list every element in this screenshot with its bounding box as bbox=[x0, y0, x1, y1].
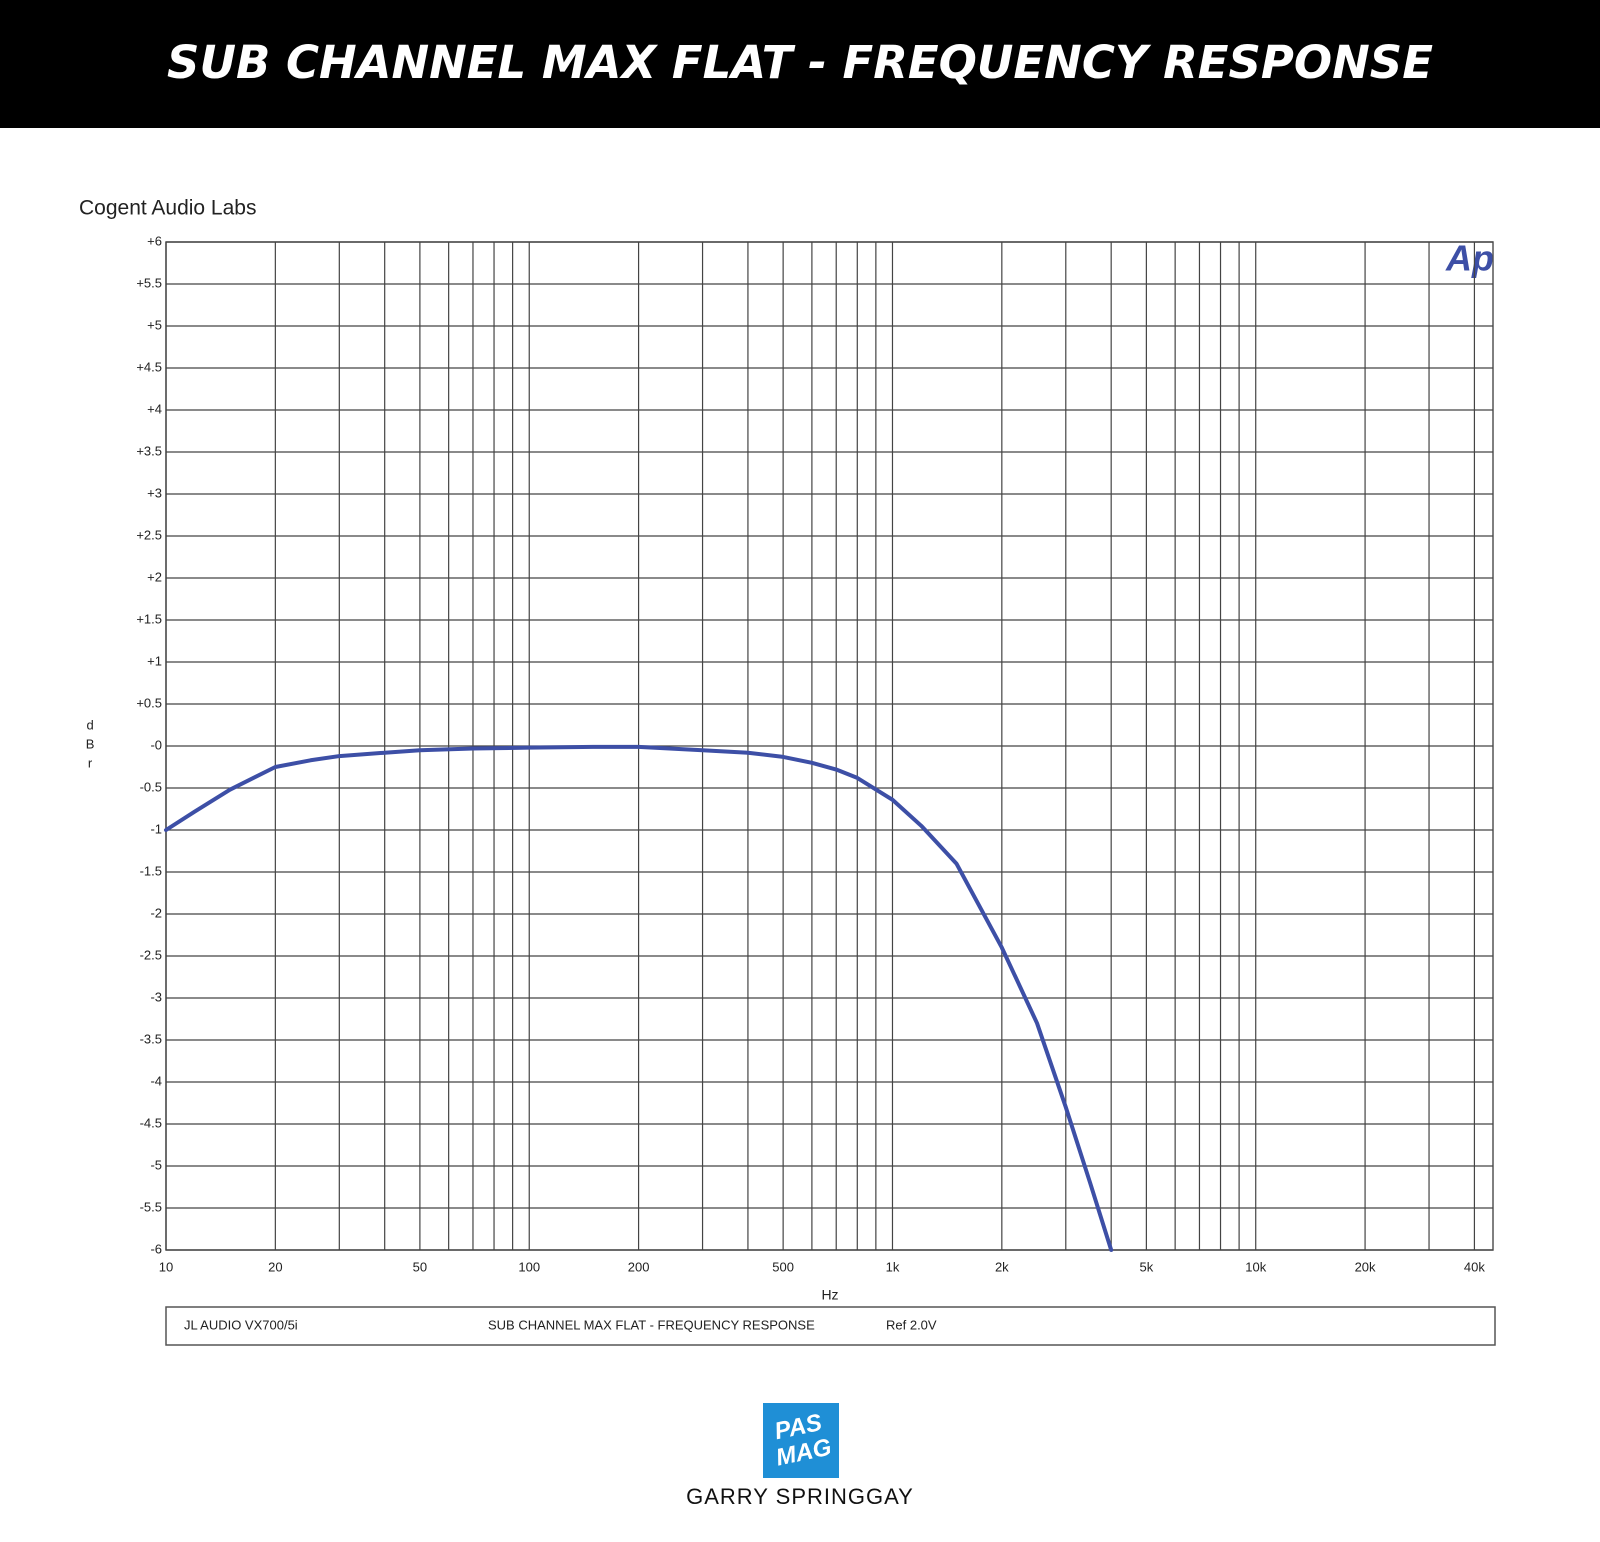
header-title: SUB CHANNEL MAX FLAT - FREQUENCY RESPONS… bbox=[167, 36, 1433, 89]
x-tick-label: 500 bbox=[772, 1259, 794, 1274]
x-tick-label: 2k bbox=[995, 1259, 1009, 1274]
footer-device: JL AUDIO VX700/5i bbox=[184, 1317, 298, 1332]
plot: +6 +5.5 +5 +4.5 +4 +3.5 +3 +2.5 +2 +1.5 +1 +0.5 -0 -0… bbox=[136, 233, 1494, 1274]
brand-logo bbox=[763, 1403, 839, 1478]
x-tick-label: 10k bbox=[1245, 1259, 1266, 1274]
y-tick-label: -0.5 bbox=[140, 779, 162, 794]
y-tick-label: -0 bbox=[150, 737, 162, 752]
y-tick-label: +2 bbox=[147, 569, 162, 584]
y-tick-label: +1 bbox=[147, 653, 162, 668]
y-tick-label: -4.5 bbox=[140, 1115, 162, 1130]
footer-ref: Ref 2.0V bbox=[886, 1317, 937, 1332]
y-tick-label: -4 bbox=[150, 1073, 162, 1088]
y-tick-label: -3.5 bbox=[140, 1031, 162, 1046]
y-tick-label: +2.5 bbox=[136, 527, 162, 542]
y-tick-label: +4 bbox=[147, 401, 162, 416]
y-tick-label: -1.5 bbox=[140, 863, 162, 878]
x-tick-label: 100 bbox=[518, 1259, 540, 1274]
y-tick-label: -1 bbox=[150, 821, 162, 836]
y-tick-label: -3 bbox=[150, 989, 162, 1004]
x-tick-label: 20 bbox=[268, 1259, 282, 1274]
y-tick-label: +4.5 bbox=[136, 359, 162, 374]
y-tick-label: -2.5 bbox=[140, 947, 162, 962]
y-tick-label: +3.5 bbox=[136, 443, 162, 458]
y-tick-label: +1.5 bbox=[136, 611, 162, 626]
x-tick-label: 20k bbox=[1355, 1259, 1376, 1274]
x-axis-label: Hz bbox=[821, 1287, 838, 1303]
x-tick-label: 200 bbox=[628, 1259, 650, 1274]
y-tick-label: -2 bbox=[150, 905, 162, 920]
x-tick-label: 5k bbox=[1140, 1259, 1154, 1274]
source-label: Cogent Audio Labs bbox=[79, 197, 256, 220]
y-tick-label: -5.5 bbox=[140, 1199, 162, 1214]
y-tick-label: -5 bbox=[150, 1157, 162, 1172]
footer-title: SUB CHANNEL MAX FLAT - FREQUENCY RESPONS… bbox=[488, 1317, 815, 1332]
header-bar bbox=[0, 0, 1600, 128]
x-tick-label: 50 bbox=[413, 1259, 427, 1274]
x-tick-label: 1k bbox=[886, 1259, 900, 1274]
footer-box bbox=[165, 1306, 1496, 1346]
ap-logo: Ap bbox=[1445, 238, 1494, 279]
y-tick-label: +0.5 bbox=[136, 695, 162, 710]
response-line bbox=[164, 744, 1114, 1252]
x-tick-label: 10 bbox=[159, 1259, 173, 1274]
y-axis-label: dBr bbox=[83, 718, 98, 775]
y-tick-label: +3 bbox=[147, 485, 162, 500]
y-tick-label: +5.5 bbox=[136, 275, 162, 290]
y-tick-label: +5 bbox=[147, 317, 162, 332]
y-tick-label: -6 bbox=[150, 1241, 162, 1256]
x-tick-label: 40k bbox=[1464, 1259, 1485, 1274]
credit: GARRY SPRINGGAY bbox=[686, 1484, 914, 1509]
y-tick-label: +6 bbox=[147, 233, 162, 248]
